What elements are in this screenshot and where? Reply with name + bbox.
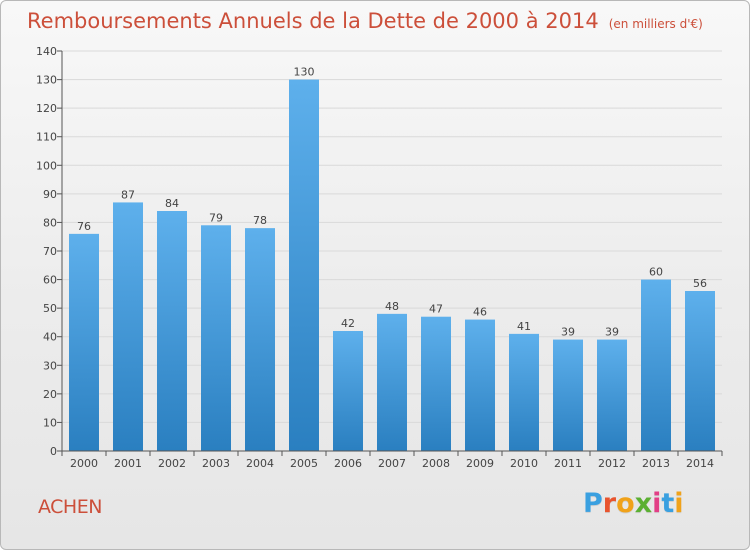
x-tick-label: 2007: [378, 457, 406, 470]
y-tick-label: 40: [43, 331, 57, 344]
y-tick-label: 0: [50, 445, 57, 458]
y-tick-labels: 0 10 20 30 40 50 60 70 80 90 100 110 120 130 140: [36, 45, 57, 458]
y-tick-label: 70: [43, 245, 57, 258]
x-tick-label: 2000: [70, 457, 98, 470]
x-tick-label: 2010: [510, 457, 538, 470]
chart-unit: (en milliers d'€): [608, 17, 703, 31]
logo-letter: P: [583, 488, 603, 519]
x-tick-label: 2009: [466, 457, 494, 470]
logo-letter: i: [674, 488, 684, 519]
x-tick-label: 2008: [422, 457, 450, 470]
y-tick-label: 50: [43, 302, 57, 315]
x-tick-label: 2004: [246, 457, 274, 470]
logo-letter: r: [602, 488, 617, 519]
value-label: 48: [385, 300, 399, 313]
value-label: 46: [473, 306, 487, 319]
y-tick-label: 130: [36, 74, 57, 87]
bar: [289, 79, 319, 452]
bar: [113, 202, 143, 451]
value-label: 47: [429, 303, 443, 316]
y-tick-label: 10: [43, 416, 57, 429]
y-tick-label: 80: [43, 216, 57, 229]
bar: [509, 333, 539, 451]
bar: [641, 279, 671, 451]
x-tick-label: 2012: [598, 457, 626, 470]
y-tick-label: 60: [43, 274, 57, 287]
logo-letter: x: [634, 488, 653, 519]
y-tick-label: 20: [43, 388, 57, 401]
bar: [333, 331, 363, 451]
value-labels: 76 87 84 79 78 130 42 48 47 46 41 39 39 60 56: [77, 66, 707, 339]
value-label: 130: [294, 66, 315, 79]
value-label: 42: [341, 317, 355, 330]
value-label: 39: [605, 326, 619, 339]
bar: [553, 339, 583, 451]
y-tick-label: 100: [36, 159, 57, 172]
proxiti-logo: Proxiti: [583, 488, 684, 519]
value-label: 56: [693, 277, 707, 290]
chart-title: Remboursements Annuels de la Dette de 20…: [27, 9, 703, 33]
x-tick-label: 2006: [334, 457, 362, 470]
value-label: 39: [561, 326, 575, 339]
value-label: 79: [209, 211, 223, 224]
y-tick-label: 30: [43, 359, 57, 372]
bar: [685, 291, 715, 451]
commune-name: ACHEN: [38, 496, 102, 518]
y-tick-label: 110: [36, 131, 57, 144]
bar: [377, 313, 407, 451]
value-label: 84: [165, 197, 179, 210]
logo-letter: o: [616, 488, 635, 519]
value-label: 41: [517, 320, 531, 333]
value-label: 87: [121, 188, 135, 201]
logo-letter: t: [661, 488, 675, 519]
value-label: 78: [253, 214, 267, 227]
bar: [69, 233, 99, 451]
x-tick-label: 2014: [686, 457, 714, 470]
axes: [61, 51, 722, 452]
bar: [597, 339, 627, 451]
bar: [465, 319, 495, 451]
chart-title-text: Remboursements Annuels de la Dette de 20…: [27, 9, 599, 33]
x-tick-label: 2003: [202, 457, 230, 470]
y-tick-label: 120: [36, 102, 57, 115]
value-label: 60: [649, 266, 663, 279]
x-tick-label: 2011: [554, 457, 582, 470]
y-tick-label: 90: [43, 188, 57, 201]
bar: [201, 225, 231, 451]
x-tick-label: 2002: [158, 457, 186, 470]
x-tick-label: 2005: [290, 457, 318, 470]
x-tick-label: 2013: [642, 457, 670, 470]
x-tick-labels: 2000 2001 2002 2003 2004 2005 2006 2007 2008 2009…: [70, 457, 714, 470]
x-tick-label: 2001: [114, 457, 142, 470]
bar: [421, 316, 451, 451]
y-tick-label: 140: [36, 45, 57, 58]
bars: [69, 79, 715, 452]
logo-letter: i: [652, 488, 662, 519]
bar: [245, 228, 275, 451]
value-label: 76: [77, 220, 91, 233]
bar: [157, 211, 187, 451]
